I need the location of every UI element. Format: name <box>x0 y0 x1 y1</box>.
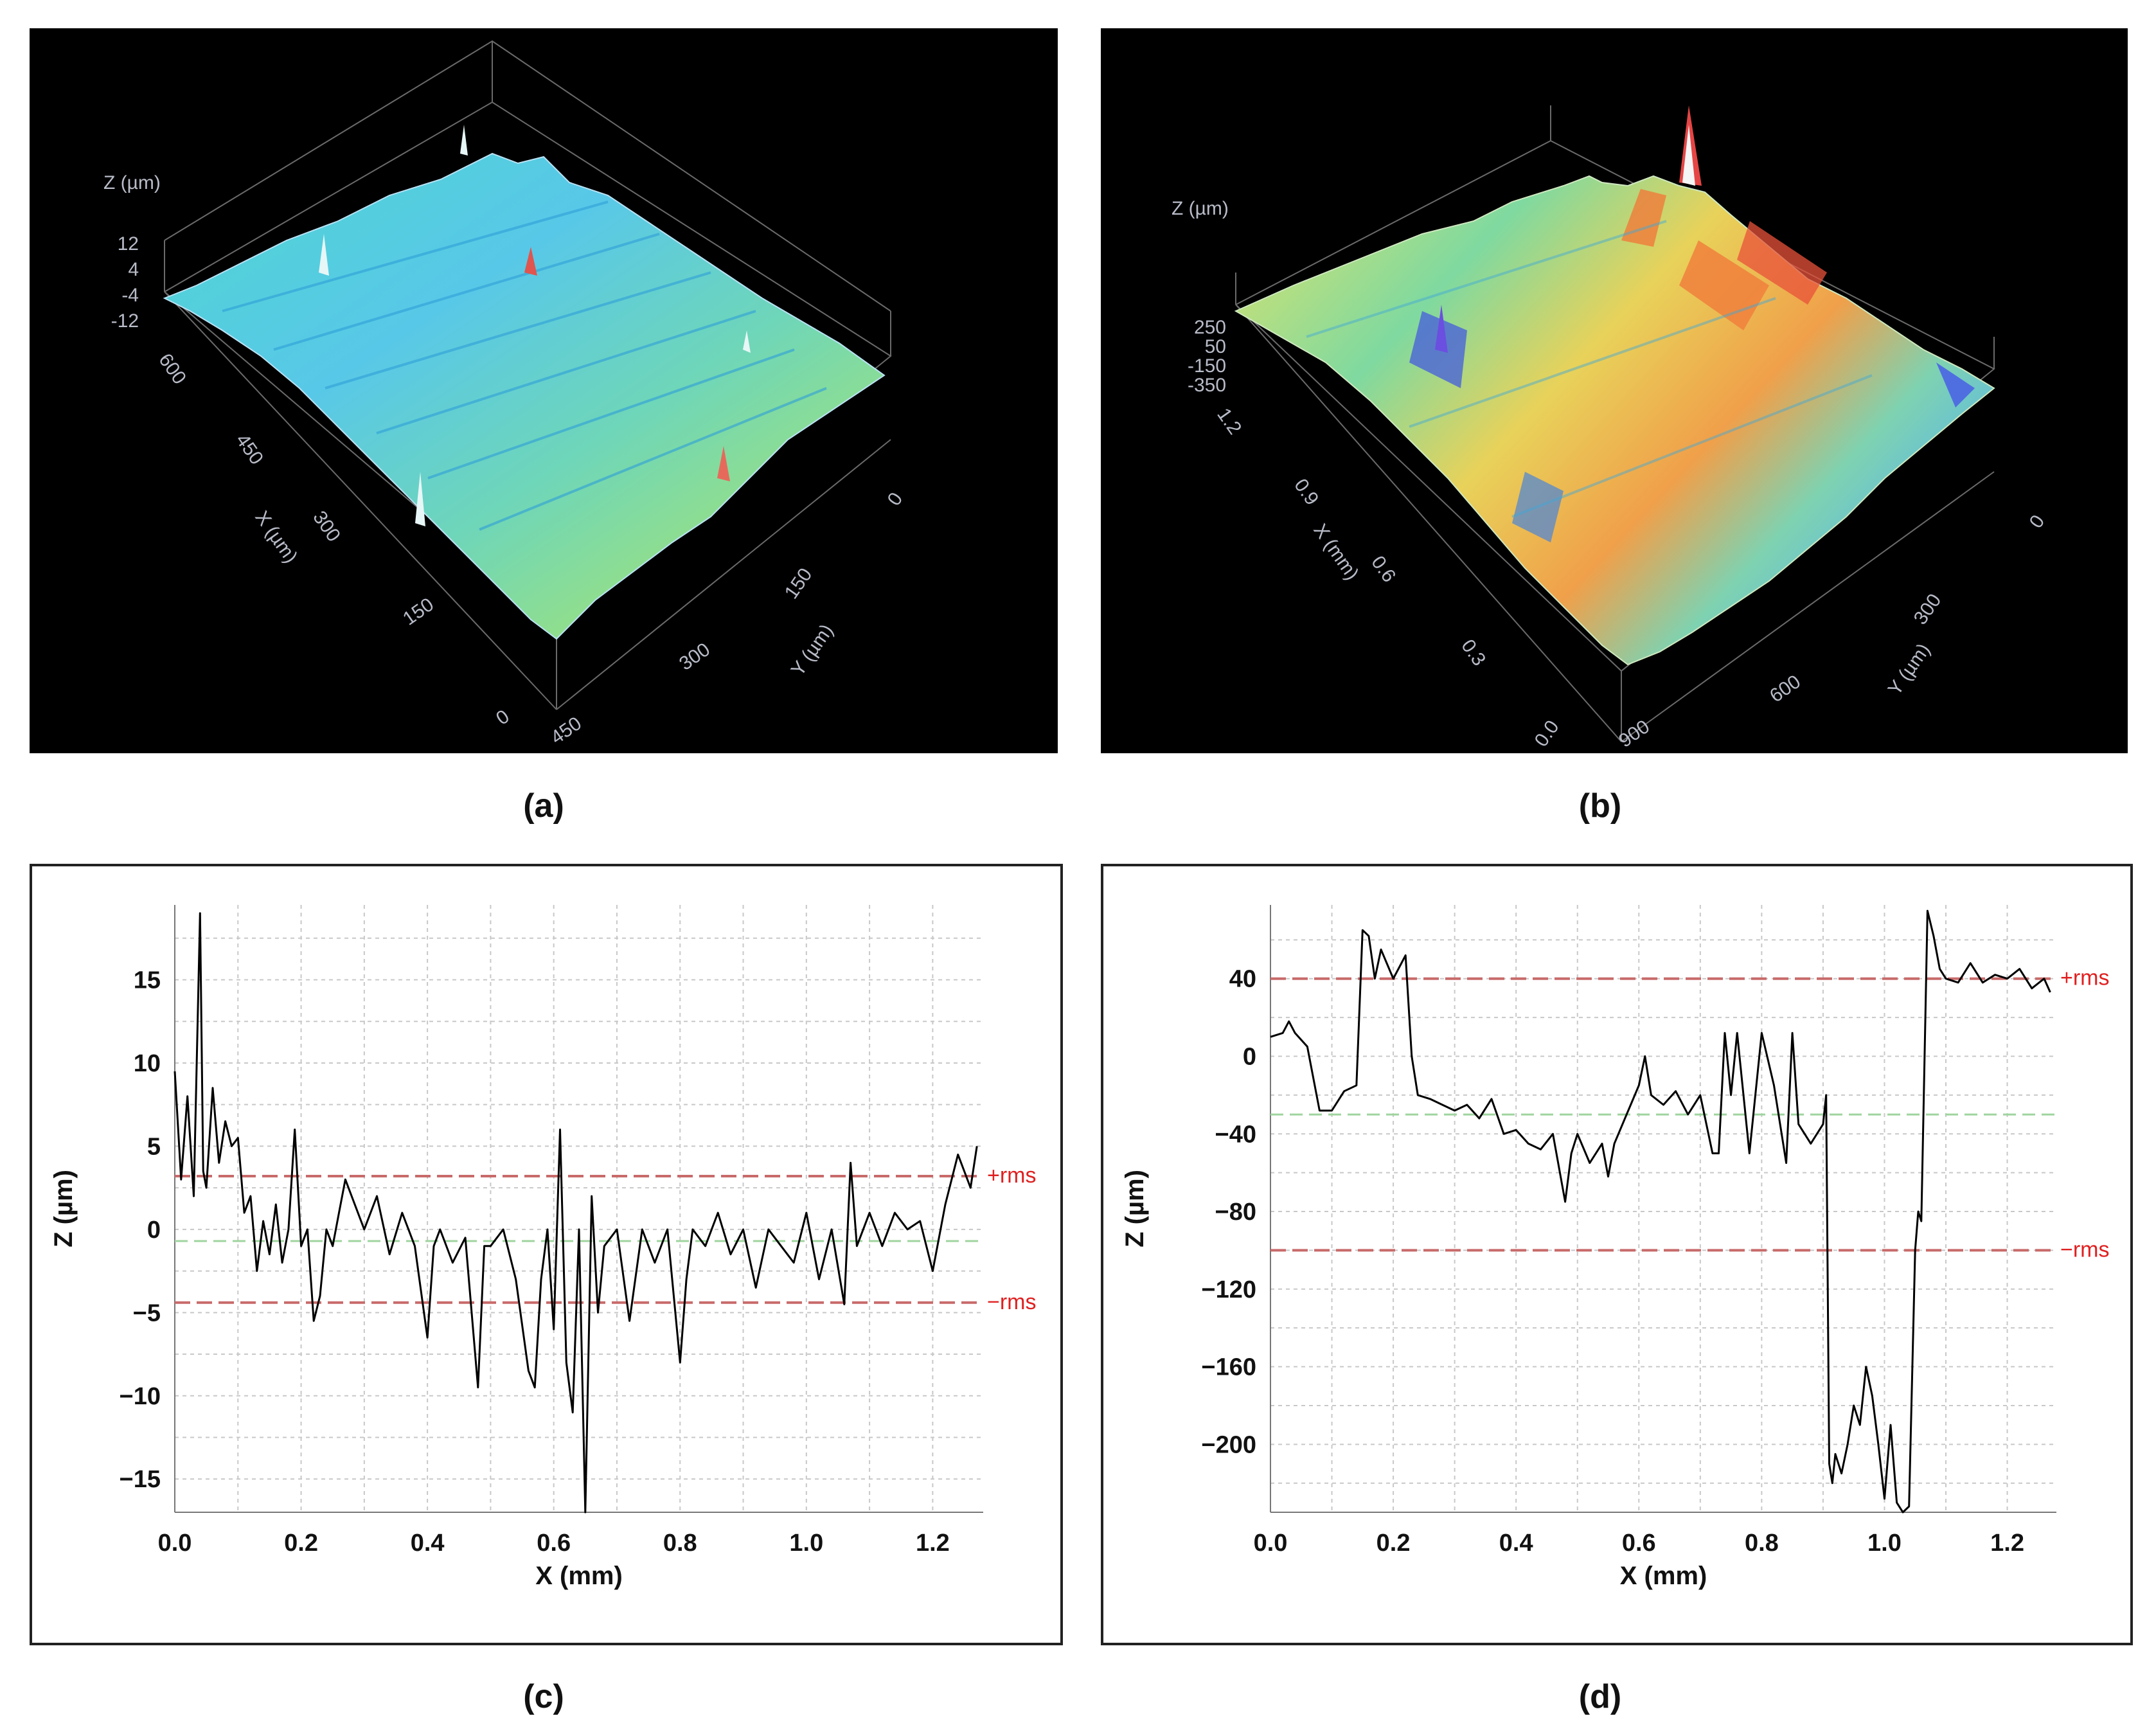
y-tick-label: −15 <box>120 1466 161 1493</box>
x-axis-label: X (mm) <box>1620 1562 1707 1590</box>
surface-a-spikes <box>319 125 751 526</box>
x-tick-label: 0.6 <box>537 1530 571 1557</box>
x-tick: 150 <box>399 594 438 630</box>
z-tick: 50 <box>1205 336 1226 357</box>
x-axis-label: X (mm) <box>535 1562 623 1590</box>
x-tick-label: 0.2 <box>1376 1530 1411 1557</box>
y-tick-label: 0 <box>147 1217 161 1244</box>
x-tick-label: 1.0 <box>789 1530 823 1557</box>
y-tick-label: 5 <box>147 1133 161 1160</box>
x-tick-label: 0.4 <box>411 1530 445 1557</box>
y-tick: 150 <box>781 564 817 603</box>
profile-d-svg: +rms −rms 0.0 0.2 0.4 0.6 0.8 1.0 1.2 40 0 −40 −80 −1… <box>1121 905 2110 1590</box>
y-tick-label: 40 <box>1229 966 1256 993</box>
y-tick: 300 <box>1910 590 1946 629</box>
profile-plot-d: +rms −rms 0.0 0.2 0.4 0.6 0.8 1.0 1.2 40 0 −40 −80 −1… <box>1101 864 2133 1645</box>
bounding-box-b <box>1235 105 1995 742</box>
y-tick-label: −160 <box>1201 1354 1256 1381</box>
y-axis-label: Z (µm) <box>1121 1170 1149 1247</box>
z-tick: -4 <box>121 285 139 306</box>
y-tick-label: −10 <box>120 1383 161 1410</box>
x-tick-label: 0.2 <box>284 1530 318 1557</box>
z-axis-label: Z (µm) <box>1172 198 1229 219</box>
y-tick: 450 <box>547 713 585 749</box>
y-tick-label: 10 <box>134 1050 161 1077</box>
x-tick-label: 0.8 <box>1745 1530 1779 1557</box>
x-tick-label: 1.2 <box>1990 1530 2024 1557</box>
surface-plot-b: Z (µm) 250 50 -150 -350 1.2 0.9 0.6 0.3 … <box>1101 28 2128 753</box>
x-tick: 0.9 <box>1290 475 1323 509</box>
x-tick-label: 0.8 <box>663 1530 697 1557</box>
y-tick-label: −40 <box>1215 1121 1256 1148</box>
y-tick-label: 0 <box>1243 1043 1256 1070</box>
profile-c-svg: +rms −rms 0.0 0.2 0.4 0.6 0.8 1.0 1.2 15 10 5 0 −5 −10… <box>49 905 1037 1590</box>
surface-a-svg: Z (µm) 12 4 -4 -12 600 450 300 150 0 X (… <box>103 40 907 749</box>
x-tick: 1.2 <box>1213 404 1245 438</box>
x-tick-label: 1.2 <box>916 1530 950 1557</box>
caption-a: (a) <box>523 787 564 825</box>
z-tick: 250 <box>1194 317 1226 338</box>
x-axis-label: X (µm) <box>251 507 301 567</box>
z-tick: -150 <box>1188 355 1226 377</box>
y-axis-label: Z (µm) <box>49 1170 78 1247</box>
y-tick-label: −80 <box>1215 1199 1256 1226</box>
z-tick: 4 <box>128 259 139 280</box>
x-tick: 0.6 <box>1367 552 1400 586</box>
z-tick: -12 <box>111 310 139 332</box>
x-tick: 0.0 <box>1531 717 1564 751</box>
surface-plot-a: Z (µm) 12 4 -4 -12 600 450 300 150 0 X (… <box>30 28 1058 753</box>
z-axis-label: Z (µm) <box>103 172 161 193</box>
y-axis-label: Y (µm) <box>787 620 838 680</box>
y-tick: 300 <box>675 639 714 675</box>
caption-b: (b) <box>1578 787 1622 825</box>
surface-b-striations <box>1306 220 1873 518</box>
x-tick: 0 <box>492 706 513 729</box>
x-tick-label: 0.6 <box>1622 1530 1656 1557</box>
x-tick-label: 0.0 <box>158 1530 192 1557</box>
x-tick-label: 1.0 <box>1867 1530 1902 1557</box>
x-axis-label: X (mm) <box>1309 520 1362 584</box>
y-tick-label: −120 <box>1201 1276 1256 1303</box>
y-tick: 600 <box>1766 671 1804 707</box>
x-tick: 300 <box>308 507 344 546</box>
minus-rms-label: −rms <box>2060 1237 2110 1262</box>
y-tick: 0 <box>2026 511 2049 532</box>
y-tick: 0 <box>884 488 907 510</box>
x-tick: 450 <box>231 430 267 469</box>
x-tick: 0.3 <box>1457 636 1490 670</box>
x-tick-label: 0.0 <box>1254 1530 1288 1557</box>
x-tick-label: 0.4 <box>1499 1530 1533 1557</box>
y-tick-label: 15 <box>134 967 161 994</box>
profile-plot-c: +rms −rms 0.0 0.2 0.4 0.6 0.8 1.0 1.2 15 10 5 0 −5 −10… <box>30 864 1063 1645</box>
surface-b-svg: Z (µm) 250 50 -150 -350 1.2 0.9 0.6 0.3 … <box>1172 105 2049 752</box>
profile-series-line <box>1270 909 2051 1514</box>
caption-c: (c) <box>523 1678 564 1715</box>
plus-rms-label: +rms <box>987 1163 1037 1188</box>
x-tick: 600 <box>154 350 190 388</box>
surface-b-features <box>1409 105 1975 542</box>
profile-series-line <box>174 912 978 1514</box>
z-tick: -350 <box>1188 375 1226 396</box>
plus-rms-label: +rms <box>2060 966 2110 990</box>
z-tick: 12 <box>118 233 139 255</box>
y-tick-label: −5 <box>133 1300 161 1327</box>
minus-rms-label: −rms <box>987 1290 1037 1314</box>
surface-a-striations <box>222 201 827 531</box>
caption-d: (d) <box>1578 1678 1622 1715</box>
y-tick-label: −200 <box>1201 1431 1256 1458</box>
y-axis-label: Y (µm) <box>1884 639 1935 699</box>
surface-b <box>1234 175 1995 666</box>
